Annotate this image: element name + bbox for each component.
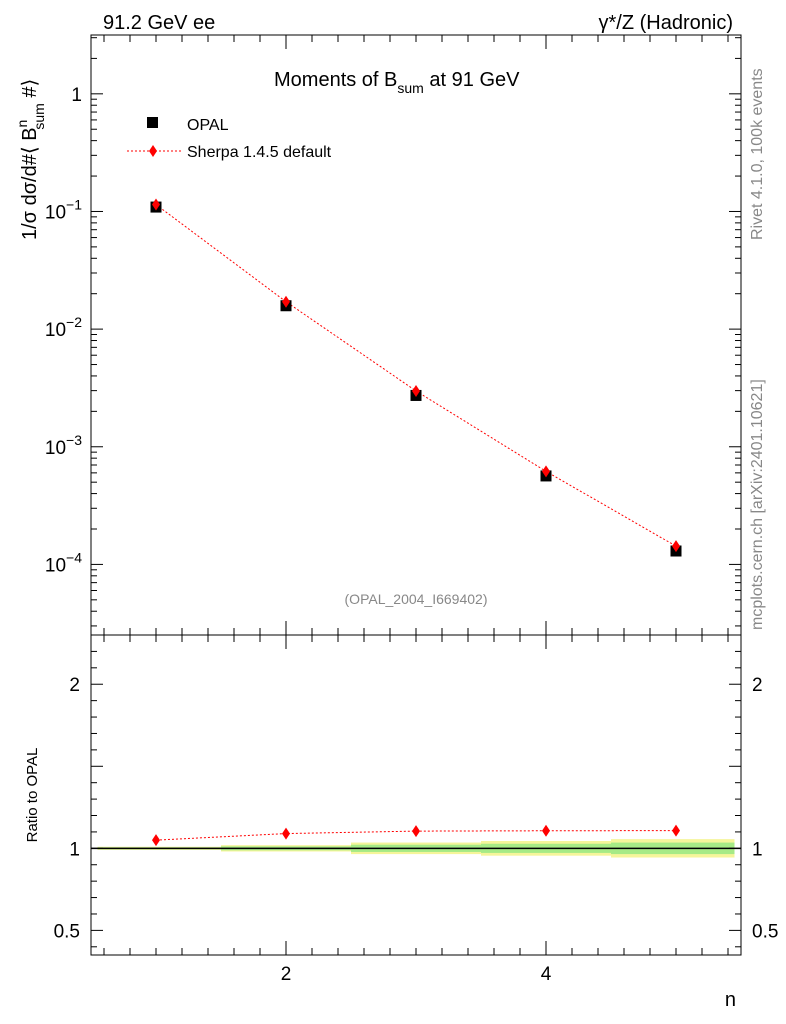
y-tick-base: 10: [45, 555, 66, 576]
mcplots-label: mcplots.cern.ch [arXiv:2401.10621]: [749, 379, 766, 630]
ratio-sherpa-point: [672, 824, 680, 837]
ratio-ticks: [91, 635, 741, 955]
main-ticks: [91, 35, 741, 635]
ratio-sherpa-point: [282, 827, 290, 840]
legend-opal-label: OPAL: [187, 117, 229, 134]
legend-sherpa-label: Sherpa 1.4.5 default: [187, 144, 332, 161]
y-tick-label: 1: [71, 85, 82, 106]
ratio-sherpa-point: [152, 834, 160, 847]
y-axis-label-sup: n: [14, 120, 30, 128]
y-axis-label-main: 1/σ dσ/d#⟨ B: [19, 127, 41, 240]
sherpa-point: [672, 540, 680, 553]
legend-sherpa-marker: [149, 145, 157, 157]
x-tick-label: 4: [541, 964, 552, 985]
y-axis-label: 1/σ dσ/d#⟨ Bnsum #⟩: [14, 79, 47, 240]
y-axis-label-tail: #⟩: [19, 79, 41, 103]
ratio-y-tick-label-left: 1: [69, 839, 80, 860]
chart-title: Moments of Bsum at 91 GeV: [274, 69, 520, 96]
ratio-y-axis-label: Ratio to OPAL: [24, 748, 41, 843]
sherpa-point: [542, 465, 550, 478]
x-axis-label: n: [725, 989, 736, 1011]
ratio-y-tick-label-left: 2: [69, 675, 80, 696]
chart-title-main: Moments of B: [274, 69, 397, 91]
sherpa-point: [412, 384, 420, 397]
y-tick-base: 10: [45, 320, 66, 341]
y-tick-exp: −2: [66, 314, 82, 330]
ratio-sherpa-point: [412, 825, 420, 838]
ratio-y-tick-label-right: 2: [752, 675, 763, 696]
chart-title-tail: at 91 GeV: [424, 69, 520, 91]
main-y-tick-labels: 110−110−210−310−4: [45, 85, 82, 577]
ratio-frame: [90, 634, 742, 956]
y-tick-base: 10: [45, 202, 66, 223]
ratio-data: [152, 824, 680, 847]
y-tick-label: 10−2: [45, 314, 82, 341]
y-tick-exp: −1: [66, 196, 82, 212]
sherpa-point: [282, 295, 290, 308]
sherpa-point: [152, 198, 160, 211]
header-left: 91.2 GeV ee: [103, 12, 215, 34]
ratio-sherpa-point: [542, 824, 550, 837]
ratio-y-tick-label-right: 1: [752, 839, 763, 860]
main-data: [150, 198, 682, 557]
y-tick-exp: −4: [66, 549, 82, 565]
sherpa-line: [155, 204, 677, 547]
ratio-y-tick-labels: 2 2 1 1 0.5 0.5: [54, 675, 779, 942]
legend: OPAL Sherpa 1.4.5 default: [127, 117, 332, 161]
x-tick-label: 2: [281, 964, 292, 985]
y-tick-base: 1: [71, 85, 82, 106]
rivet-label: Rivet 4.1.0, 100k events: [749, 68, 766, 240]
y-tick-base: 10: [45, 438, 66, 459]
y-tick-label: 10−4: [45, 549, 82, 576]
legend-opal-marker: [147, 117, 158, 128]
y-tick-label: 10−1: [45, 196, 82, 223]
y-tick-label: 10−3: [45, 432, 82, 459]
chart-title-sub: sum: [397, 80, 423, 96]
ratio-band: [91, 839, 741, 858]
y-tick-exp: −3: [66, 432, 82, 448]
ratio-y-tick-label-right: 0.5: [752, 921, 778, 942]
analysis-id: (OPAL_2004_I669402): [345, 591, 488, 607]
main-panel: 110−110−210−310−4 Moments of Bsum at 91 …: [14, 34, 742, 636]
header-right: γ*/Z (Hadronic): [599, 12, 733, 34]
ratio-y-tick-label-left: 0.5: [54, 921, 80, 942]
y-axis-label-sub: sum: [31, 103, 47, 129]
